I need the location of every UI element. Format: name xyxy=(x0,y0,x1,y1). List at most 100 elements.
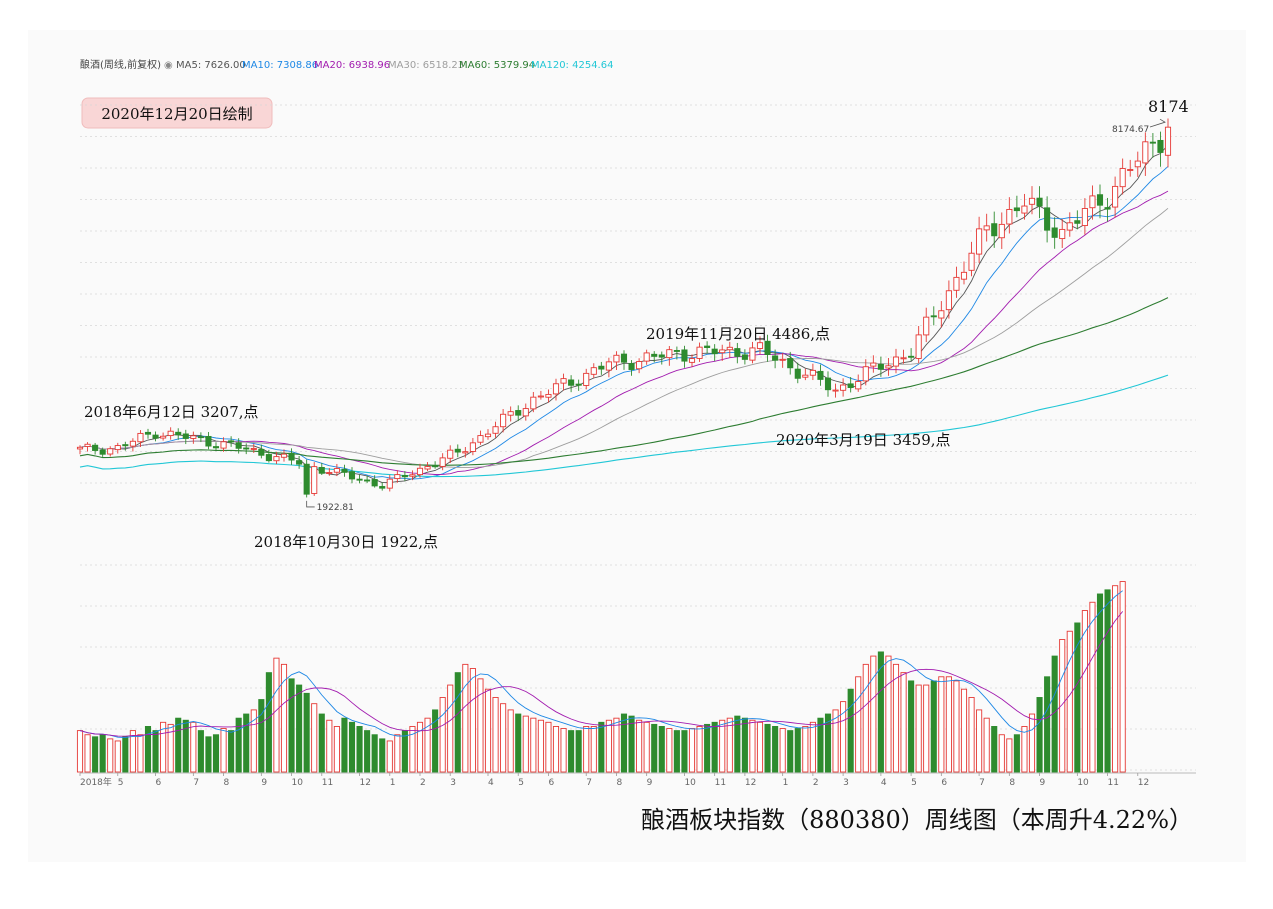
candle xyxy=(605,357,612,378)
candle-body xyxy=(620,353,628,363)
candle-body xyxy=(515,410,522,416)
ma120-line xyxy=(79,374,1169,478)
candle-body xyxy=(152,434,159,439)
volume-bar xyxy=(500,703,507,773)
candle xyxy=(500,409,507,433)
candle-body xyxy=(794,368,801,379)
annotation-2019-11: 2019年11月20日 4486,点 xyxy=(646,325,830,343)
x-tick-label: 8 xyxy=(224,778,230,788)
candle-body xyxy=(704,345,711,349)
candle xyxy=(409,470,416,481)
draw-date-badge: 2020年12月20日绘制 xyxy=(81,97,273,129)
candle xyxy=(620,350,628,370)
volume-bar xyxy=(583,726,590,773)
candle xyxy=(1006,197,1013,234)
draw-date-text: 2020年12月20日绘制 xyxy=(101,105,252,123)
candle xyxy=(1149,133,1156,158)
candle-body xyxy=(1059,228,1066,240)
volume-bar xyxy=(439,697,446,773)
candle-body xyxy=(348,471,356,480)
x-tick-label: 7 xyxy=(979,778,985,788)
candle xyxy=(945,280,952,319)
candle xyxy=(749,341,756,364)
volume-bar xyxy=(401,730,408,773)
high-marker: 8174.67 xyxy=(1112,118,1166,135)
candle-body xyxy=(1112,185,1119,208)
high-label: 8174 xyxy=(1148,97,1189,116)
candle-body xyxy=(741,354,748,360)
candle xyxy=(855,374,862,392)
candle-body xyxy=(1157,139,1164,153)
candle-body xyxy=(613,354,620,363)
candle-body xyxy=(182,433,189,439)
candle xyxy=(273,451,280,464)
ma30-line xyxy=(79,207,1169,469)
x-tick-label: 3 xyxy=(450,778,456,788)
candle-body xyxy=(424,466,431,470)
candle-body xyxy=(114,445,121,451)
candle xyxy=(333,463,340,477)
x-tick-label: 12 xyxy=(1138,778,1149,788)
candle xyxy=(711,344,718,362)
annotation-2018-10: 2018年10月30日 1922,点 xyxy=(254,533,438,551)
x-tick-label: 12 xyxy=(360,778,371,788)
candle-body xyxy=(847,383,854,388)
candle-body xyxy=(288,452,295,461)
volume-bar xyxy=(568,730,575,773)
x-tick-label: 10 xyxy=(684,778,696,788)
volume-bar xyxy=(892,663,900,773)
candle-body xyxy=(1006,208,1013,225)
ma10-label: MA10: 7308.86 xyxy=(242,60,318,71)
volume-bar xyxy=(756,721,764,773)
candle xyxy=(160,432,167,441)
candle xyxy=(976,216,983,264)
candle-body xyxy=(137,432,144,443)
candle xyxy=(840,378,847,397)
candle-body xyxy=(280,453,288,458)
kline-chart: 酿酒(周线,前复权) ◉ MA5: 7626.00 MA10: 7308.86 … xyxy=(76,58,1196,834)
volume-bar xyxy=(416,721,424,773)
volume-bar xyxy=(258,699,265,773)
volume-bar xyxy=(1013,734,1020,773)
ma20-line xyxy=(79,190,1169,475)
candle xyxy=(205,432,212,450)
volume-bar xyxy=(484,688,492,773)
volume-bar xyxy=(877,651,884,773)
volume-bar xyxy=(1104,589,1111,773)
candle-body xyxy=(960,271,968,280)
candle xyxy=(386,474,393,492)
candle xyxy=(371,475,378,488)
candle xyxy=(817,364,824,386)
candle-body xyxy=(1074,220,1081,224)
volume-bar xyxy=(1081,610,1088,773)
candle xyxy=(787,351,794,375)
volume-bar xyxy=(598,721,605,773)
candle xyxy=(1074,210,1081,230)
candle-body xyxy=(636,361,643,370)
volume-bar xyxy=(114,740,121,773)
candle-body xyxy=(92,444,99,451)
candle xyxy=(915,326,922,364)
candle-body xyxy=(908,355,915,358)
annotation-2018-06: 2018年6月12日 3207,点 xyxy=(84,403,259,421)
candle-body xyxy=(386,478,393,489)
volume-bar xyxy=(628,715,635,773)
volume-bar xyxy=(182,719,189,773)
candle xyxy=(1089,185,1096,220)
candle-body xyxy=(1028,197,1036,205)
volume-bar xyxy=(1059,639,1066,773)
candle-body xyxy=(1096,194,1104,206)
candle-body xyxy=(552,383,560,395)
volume-bar xyxy=(613,717,620,773)
candle xyxy=(311,462,318,496)
x-tick-label: 9 xyxy=(261,778,267,788)
eye-icon[interactable]: ◉ xyxy=(164,60,173,71)
x-tick-label: 10 xyxy=(292,778,304,788)
candle-body xyxy=(205,435,212,447)
candle-body xyxy=(643,352,650,362)
x-tick-label: 7 xyxy=(586,778,592,788)
volume-bar xyxy=(552,726,560,773)
volume-bar xyxy=(840,701,847,773)
volume-bar xyxy=(605,719,612,773)
candle-body xyxy=(462,451,469,454)
